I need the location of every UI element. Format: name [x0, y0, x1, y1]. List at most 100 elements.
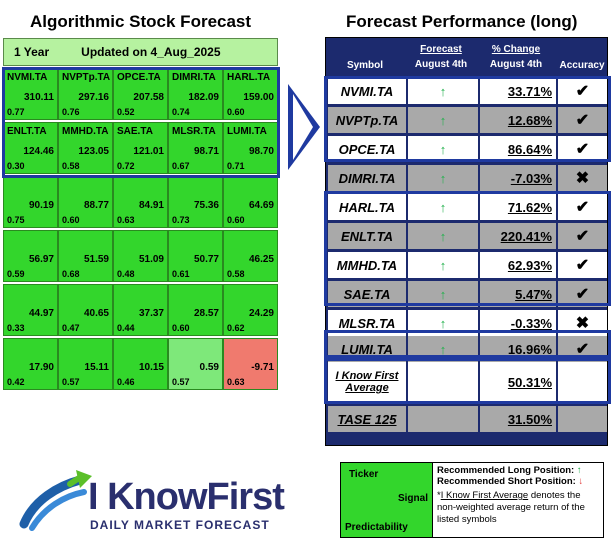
row-change: 71.62% — [480, 194, 556, 220]
row-change: 16.96% — [480, 336, 556, 362]
col-header-forecast: Forecast August 4th — [414, 44, 468, 70]
cell-predictability: 0.57 — [62, 377, 80, 387]
grid-cell: -9.71 0.63 — [223, 338, 278, 390]
grid-cell: OPCE.TA 207.58 0.52 — [113, 68, 168, 120]
row-accuracy-icon: ✔ — [558, 136, 607, 162]
cell-signal: 46.25 — [248, 254, 274, 265]
legend-ticker: Ticker — [349, 469, 379, 480]
forecast-up-arrow-icon: ↑ — [408, 281, 478, 307]
logo-swoosh-icon — [19, 470, 92, 531]
cell-ticker: NVMI.TA — [7, 72, 48, 83]
cell-predictability: 0.47 — [62, 323, 80, 333]
left-title: Algorithmic Stock Forecast — [30, 12, 252, 31]
logo-brand: I KnowFirst — [88, 476, 285, 518]
cell-predictability: 0.57 — [172, 377, 190, 387]
grid-cell: 51.59 0.68 — [58, 230, 113, 282]
legend-short: Recommended Short Position: — [437, 476, 576, 487]
cell-signal: 37.37 — [138, 308, 164, 319]
cell-signal: 207.58 — [133, 92, 164, 103]
table-row: MMHD.TA ↑ 62.93% ✔ — [328, 252, 607, 278]
row-symbol: HARL.TA — [328, 194, 406, 220]
cell-signal: 44.97 — [28, 308, 54, 319]
period-label: 1 Year — [14, 45, 50, 59]
grid-cell: 10.15 0.46 — [113, 338, 168, 390]
row-symbol: MMHD.TA — [328, 252, 406, 278]
cell-predictability: 0.60 — [227, 107, 245, 117]
cell-predictability: 0.63 — [227, 377, 245, 387]
right-title: Forecast Performance (long) — [346, 12, 578, 31]
cell-ticker: NVPTp.TA — [62, 72, 111, 83]
grid-cell: LUMI.TA 98.70 0.71 — [223, 122, 278, 174]
legend-box: Ticker Signal Predictability Recommended… — [340, 462, 604, 538]
row-change: 5.47% — [480, 281, 556, 307]
grid-cell: 64.69 0.60 — [223, 176, 278, 228]
forecast-up-arrow-icon: ↑ — [408, 107, 478, 133]
grid-cell: 37.37 0.44 — [113, 284, 168, 336]
cell-signal: 124.46 — [23, 146, 54, 157]
cell-ticker: MLSR.TA — [172, 126, 216, 137]
cell-predictability: 0.52 — [117, 107, 135, 117]
updated-label: Updated on 4_Aug_2025 — [81, 45, 221, 59]
cell-predictability: 0.33 — [7, 323, 25, 333]
cell-signal: 40.65 — [83, 308, 109, 319]
cell-predictability: 0.48 — [117, 269, 135, 279]
row-symbol: ENLT.TA — [328, 223, 406, 249]
long-arrow-icon: ↑ — [576, 465, 582, 476]
grid-cell: 28.57 0.60 — [168, 284, 223, 336]
row-accuracy-icon: ✔ — [558, 194, 607, 220]
grid-cell: 46.25 0.58 — [223, 230, 278, 282]
cell-signal: 17.90 — [28, 362, 54, 373]
cell-signal: 75.36 — [193, 200, 219, 211]
cell-signal: 88.77 — [83, 200, 109, 211]
cell-signal: 10.15 — [138, 362, 164, 373]
average-row: I Know First Average 50.31% — [328, 362, 607, 402]
forecast-up-arrow-icon: ↑ — [408, 252, 478, 278]
row-symbol: OPCE.TA — [328, 136, 406, 162]
table-row: ENLT.TA ↑ 220.41% ✔ — [328, 223, 607, 249]
row-change: 220.41% — [480, 223, 556, 249]
cell-signal: 121.01 — [133, 146, 164, 157]
row-accuracy-icon: ✔ — [558, 78, 607, 104]
forecast-up-arrow-icon: ↑ — [408, 78, 478, 104]
row-accuracy-icon: ✔ — [558, 223, 607, 249]
row-symbol: NVPTp.TA — [328, 107, 406, 133]
grid-cell: 24.29 0.62 — [223, 284, 278, 336]
forecast-up-arrow-icon: ↑ — [408, 136, 478, 162]
forecast-up-arrow-icon: ↑ — [408, 223, 478, 249]
grid-cell: 75.36 0.73 — [168, 176, 223, 228]
cell-predictability: 0.61 — [172, 269, 190, 279]
forecast-up-arrow-icon: ↑ — [408, 194, 478, 220]
row-accuracy-icon: ✖ — [558, 165, 607, 191]
cell-predictability: 0.75 — [7, 215, 25, 225]
cell-predictability: 0.77 — [7, 107, 25, 117]
cell-signal: 90.19 — [28, 200, 54, 211]
grid-cell: 56.97 0.59 — [3, 230, 58, 282]
table-row: NVMI.TA ↑ 33.71% ✔ — [328, 78, 607, 104]
cell-predictability: 0.58 — [227, 269, 245, 279]
cell-predictability: 0.76 — [62, 107, 80, 117]
row-change: -7.03% — [480, 165, 556, 191]
legend-note: *I Know First Average denotes the non-we… — [437, 490, 585, 525]
average-label: I Know First Average — [328, 362, 406, 402]
forecast-up-arrow-icon: ↑ — [408, 165, 478, 191]
cell-predictability: 0.44 — [117, 323, 135, 333]
cell-predictability: 0.59 — [7, 269, 25, 279]
logo-tagline: DAILY MARKET FORECAST — [90, 518, 270, 532]
col-header-accuracy: Accuracy — [559, 60, 605, 71]
cell-signal: 98.70 — [248, 146, 274, 157]
table-row: HARL.TA ↑ 71.62% ✔ — [328, 194, 607, 220]
grid-cell: DIMRI.TA 182.09 0.74 — [168, 68, 223, 120]
grid-cell: 50.77 0.61 — [168, 230, 223, 282]
col-header-symbol: Symbol — [346, 60, 384, 71]
table-row: SAE.TA ↑ 5.47% ✔ — [328, 281, 607, 307]
grid-cell: 15.11 0.57 — [58, 338, 113, 390]
row-accuracy-icon: ✔ — [558, 281, 607, 307]
row-change: 12.68% — [480, 107, 556, 133]
cell-predictability: 0.68 — [62, 269, 80, 279]
row-accuracy-icon: ✔ — [558, 107, 607, 133]
cell-signal: 24.29 — [248, 308, 274, 319]
row-symbol: LUMI.TA — [328, 336, 406, 362]
cell-ticker: SAE.TA — [117, 126, 153, 137]
average-value: 50.31% — [480, 362, 556, 402]
cell-ticker: MMHD.TA — [62, 126, 109, 137]
